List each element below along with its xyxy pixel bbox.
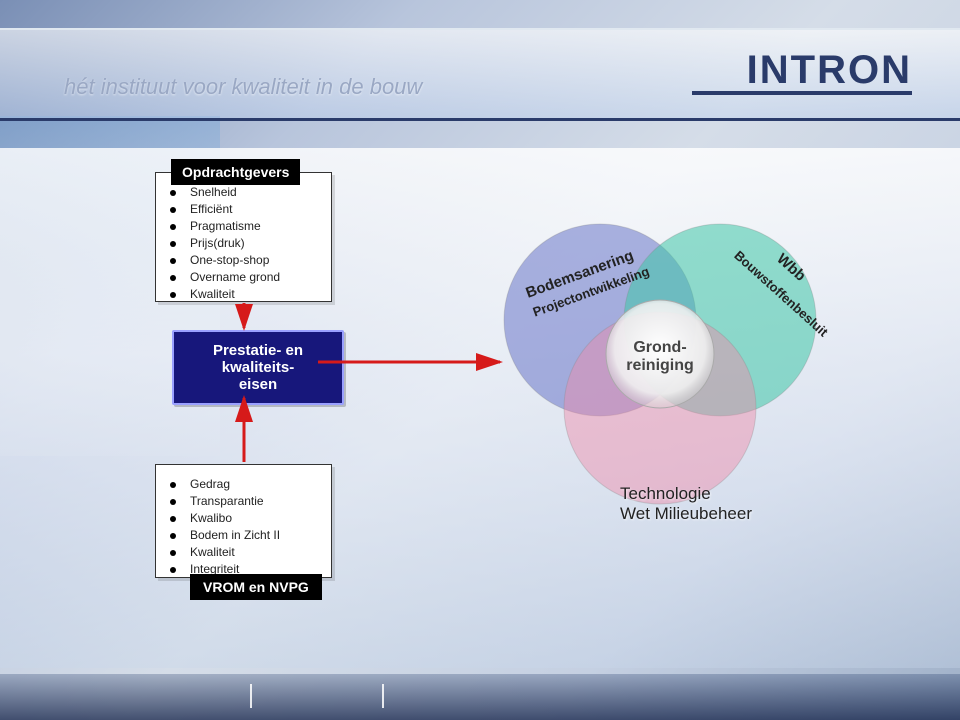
label-technologie: Technologie Wet Milieubeheer xyxy=(620,484,752,524)
label-technologie-l2: Wet Milieubeheer xyxy=(620,504,752,524)
svg-text:Grond-: Grond- xyxy=(633,339,686,356)
label-technologie-l1: Technologie xyxy=(620,484,752,504)
arrows xyxy=(244,303,500,462)
svg-text:reiniging: reiniging xyxy=(626,357,694,374)
venn-diagram: Grond-reinigingBodemsaneringProjectontwi… xyxy=(504,224,850,504)
diagram-svg: Grond-reinigingBodemsaneringProjectontwi… xyxy=(0,0,960,720)
